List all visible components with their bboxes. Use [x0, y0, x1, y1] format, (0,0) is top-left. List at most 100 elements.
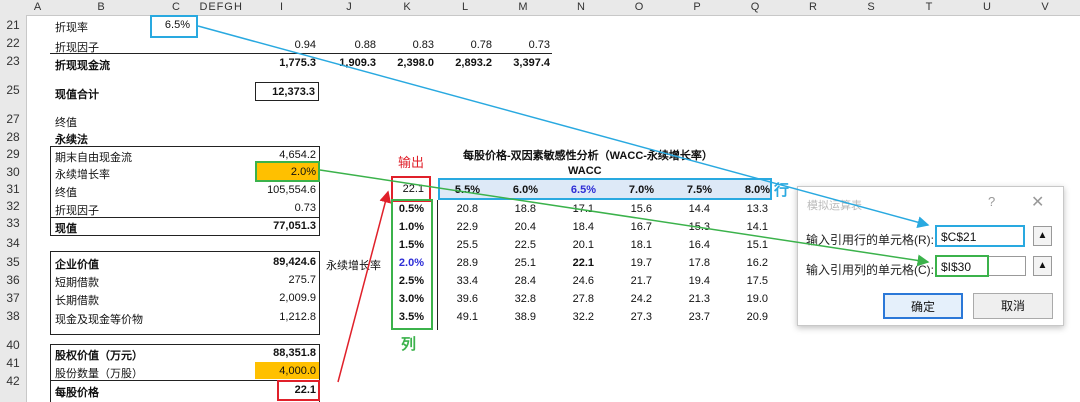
sensitivity-cell[interactable]: 15.6	[630, 203, 652, 215]
growth-rate-cell[interactable]: 2.0%	[290, 166, 316, 178]
col-header-G[interactable]: G	[224, 1, 233, 13]
row-header[interactable]: 34	[6, 236, 20, 250]
sensitivity-cell[interactable]: 32.8	[514, 293, 536, 305]
col-header-J[interactable]: J	[346, 1, 352, 13]
row-header[interactable]: 23	[6, 54, 20, 68]
short-debt-cell[interactable]: 275.7	[288, 274, 316, 286]
sensitivity-cell[interactable]: 16.4	[688, 239, 710, 251]
row-header[interactable]: 31	[6, 182, 20, 196]
row-header[interactable]: 38	[6, 309, 20, 323]
discounted-cashflow-cell[interactable]: 1,909.3	[339, 57, 376, 69]
cancel-button[interactable]: 取消	[973, 293, 1053, 319]
wacc-header-cell[interactable]: 6.5%	[570, 184, 596, 196]
sensitivity-cell[interactable]: 33.4	[456, 275, 478, 287]
sensitivity-cell[interactable]: 27.8	[572, 293, 594, 305]
sensitivity-cell[interactable]: 22.9	[456, 221, 478, 233]
col-header-V[interactable]: V	[1041, 1, 1049, 13]
help-icon[interactable]: ?	[988, 194, 996, 209]
row-header[interactable]: 22	[6, 36, 20, 50]
sensitivity-cell[interactable]: 16.2	[746, 257, 768, 269]
row-header[interactable]: 42	[6, 374, 20, 388]
growth-header-cell[interactable]: 2.5%	[398, 275, 424, 287]
corner-output-cell[interactable]: 22.1	[402, 183, 424, 195]
col-header-B[interactable]: B	[97, 1, 105, 13]
close-icon[interactable]: ✕	[1031, 194, 1045, 211]
sensitivity-cell[interactable]: 21.3	[688, 293, 710, 305]
discount-factor-cell[interactable]: 0.94	[294, 39, 316, 51]
growth-header-cell[interactable]: 2.0%	[398, 257, 424, 269]
sensitivity-cell[interactable]: 24.6	[572, 275, 594, 287]
row-header[interactable]: 41	[6, 356, 20, 370]
sensitivity-cell[interactable]: 32.2	[572, 311, 594, 323]
sensitivity-cell[interactable]: 19.4	[688, 275, 710, 287]
sensitivity-cell[interactable]: 23.7	[688, 311, 710, 323]
terminal-factor-cell[interactable]: 0.73	[294, 202, 316, 214]
discount-factor-cell[interactable]: 0.78	[470, 39, 492, 51]
col-header-R[interactable]: R	[809, 1, 817, 13]
growth-header-cell[interactable]: 1.5%	[398, 239, 424, 251]
col-header-U[interactable]: U	[983, 1, 991, 13]
discounted-cashflow-cell[interactable]: 2,893.2	[455, 57, 492, 69]
col-header-E[interactable]: E	[208, 1, 216, 13]
sensitivity-cell[interactable]: 27.3	[630, 311, 652, 323]
col-header-H[interactable]: H	[234, 1, 242, 13]
sensitivity-cell[interactable]: 20.8	[456, 203, 478, 215]
sensitivity-cell[interactable]: 20.9	[746, 311, 768, 323]
col-header-T[interactable]: T	[925, 1, 933, 13]
sensitivity-cell[interactable]: 28.9	[456, 257, 478, 269]
terminal-fcf-cell[interactable]: 4,654.2	[279, 149, 316, 161]
sensitivity-cell[interactable]: 18.1	[630, 239, 652, 251]
sensitivity-cell[interactable]: 19.0	[746, 293, 768, 305]
col-header-C[interactable]: C	[172, 1, 180, 13]
col-header-S[interactable]: S	[867, 1, 875, 13]
col-header-A[interactable]: A	[33, 1, 42, 13]
sensitivity-cell[interactable]: 25.1	[514, 257, 536, 269]
sensitivity-cell[interactable]: 20.4	[514, 221, 536, 233]
long-debt-cell[interactable]: 2,009.9	[279, 292, 316, 304]
sensitivity-cell[interactable]: 17.5	[746, 275, 768, 287]
sensitivity-cell[interactable]: 28.4	[514, 275, 536, 287]
growth-header-cell[interactable]: 0.5%	[398, 203, 424, 215]
col-header-I[interactable]: I	[279, 1, 284, 13]
col-header-O[interactable]: O	[634, 1, 644, 13]
price-per-share-cell[interactable]: 22.1	[294, 384, 316, 396]
col-header-D[interactable]: D	[199, 1, 208, 13]
shares-cell[interactable]: 4,000.0	[279, 365, 316, 377]
sensitivity-cell[interactable]: 15.1	[746, 239, 768, 251]
row-header[interactable]: 35	[6, 255, 20, 269]
sensitivity-cell[interactable]: 38.9	[514, 311, 536, 323]
row-header[interactable]: 33	[6, 216, 20, 230]
ok-button[interactable]: 确定	[883, 293, 963, 319]
row-header[interactable]: 30	[6, 165, 20, 179]
discounted-cashflow-cell[interactable]: 1,775.3	[279, 57, 316, 69]
sensitivity-cell[interactable]: 18.4	[572, 221, 594, 233]
sensitivity-cell[interactable]: 39.6	[456, 293, 478, 305]
discount-factor-cell[interactable]: 0.88	[354, 39, 376, 51]
row-input-field[interactable]: $C$21	[935, 225, 1025, 247]
wacc-header-cell[interactable]: 6.0%	[512, 184, 538, 196]
row-header[interactable]: 40	[6, 338, 20, 352]
row-header[interactable]: 37	[6, 291, 20, 305]
col-header-L[interactable]: L	[461, 1, 469, 13]
col-header-K[interactable]: K	[403, 1, 411, 13]
sensitivity-cell[interactable]: 25.5	[456, 239, 478, 251]
col-header-M[interactable]: M	[518, 1, 528, 13]
row-header[interactable]: 21	[6, 18, 20, 32]
sensitivity-cell[interactable]: 22.5	[514, 239, 536, 251]
row-header[interactable]: 27	[6, 112, 20, 126]
sensitivity-cell[interactable]: 18.8	[514, 203, 536, 215]
sensitivity-cell[interactable]: 17.8	[688, 257, 710, 269]
pv-total-cell[interactable]: 12,373.3	[272, 86, 315, 98]
row-header[interactable]: 28	[6, 130, 20, 144]
sensitivity-cell[interactable]: 16.7	[630, 221, 652, 233]
sensitivity-cell[interactable]: 21.7	[630, 275, 652, 287]
row-collapse-icon[interactable]: ▲	[1033, 226, 1052, 246]
col-input-rest[interactable]	[989, 256, 1026, 276]
present-value-cell[interactable]: 77,051.3	[273, 220, 316, 232]
row-header[interactable]: 25	[6, 83, 20, 97]
col-input-field[interactable]: $I$30	[935, 255, 989, 277]
enterprise-value-cell[interactable]: 89,424.6	[273, 256, 316, 268]
row-header[interactable]: 32	[6, 199, 20, 213]
sensitivity-cell[interactable]: 19.7	[630, 257, 652, 269]
equity-value-cell[interactable]: 88,351.8	[273, 347, 316, 359]
